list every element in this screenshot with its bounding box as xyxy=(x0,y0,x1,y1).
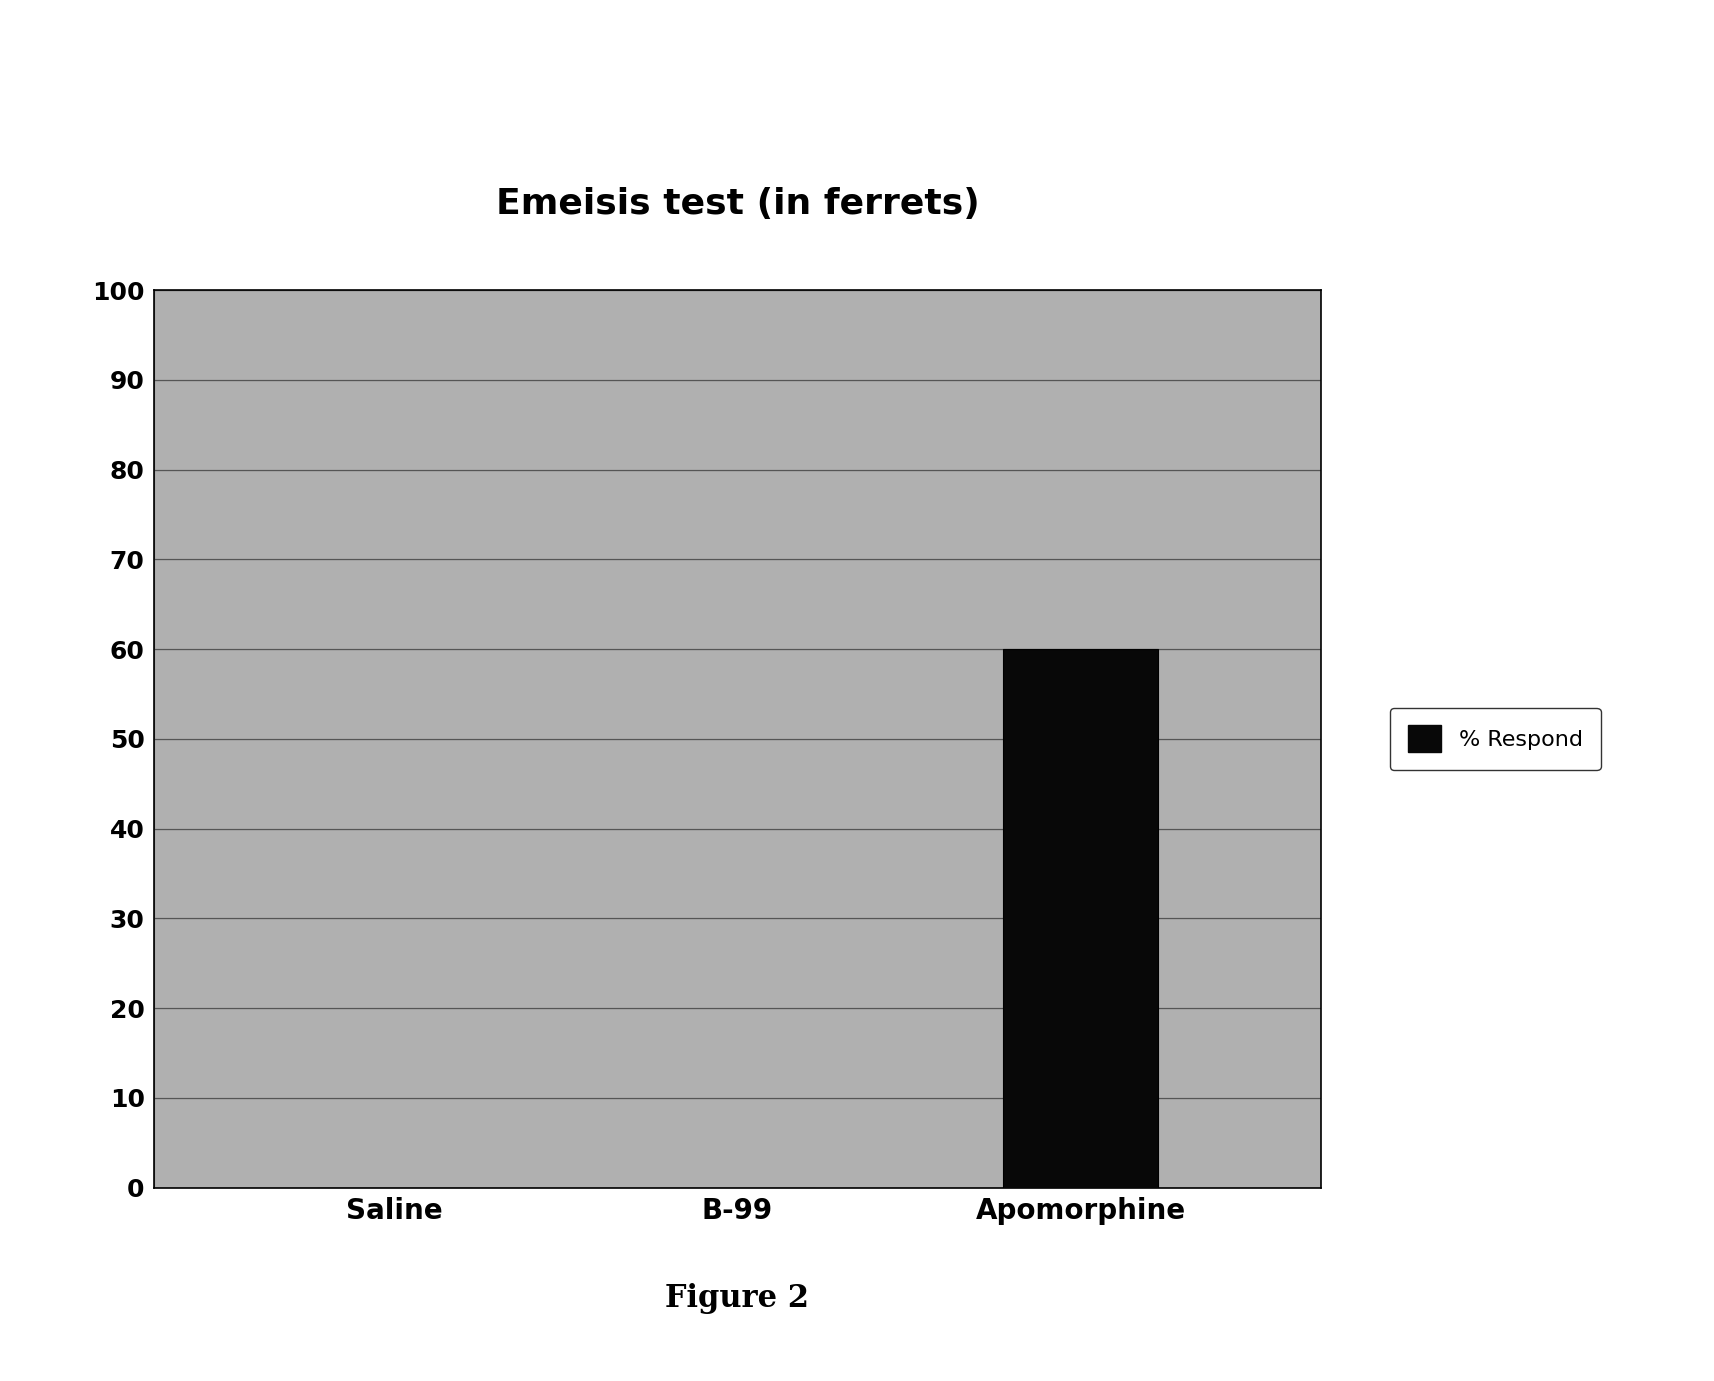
Bar xyxy=(154,739,1320,829)
Text: Emeisis test (in ferrets): Emeisis test (in ferrets) xyxy=(495,186,979,221)
Bar xyxy=(154,559,1320,649)
Bar xyxy=(154,380,1320,470)
Bar xyxy=(154,829,1320,918)
Bar xyxy=(154,1008,1320,1098)
Text: Figure 2: Figure 2 xyxy=(665,1283,809,1313)
Bar xyxy=(154,649,1320,739)
Bar xyxy=(154,290,1320,380)
Bar xyxy=(154,918,1320,1008)
Legend: % Respond: % Respond xyxy=(1388,707,1599,771)
Bar xyxy=(154,1098,1320,1188)
Bar xyxy=(154,470,1320,559)
Bar xyxy=(1003,649,1157,1188)
